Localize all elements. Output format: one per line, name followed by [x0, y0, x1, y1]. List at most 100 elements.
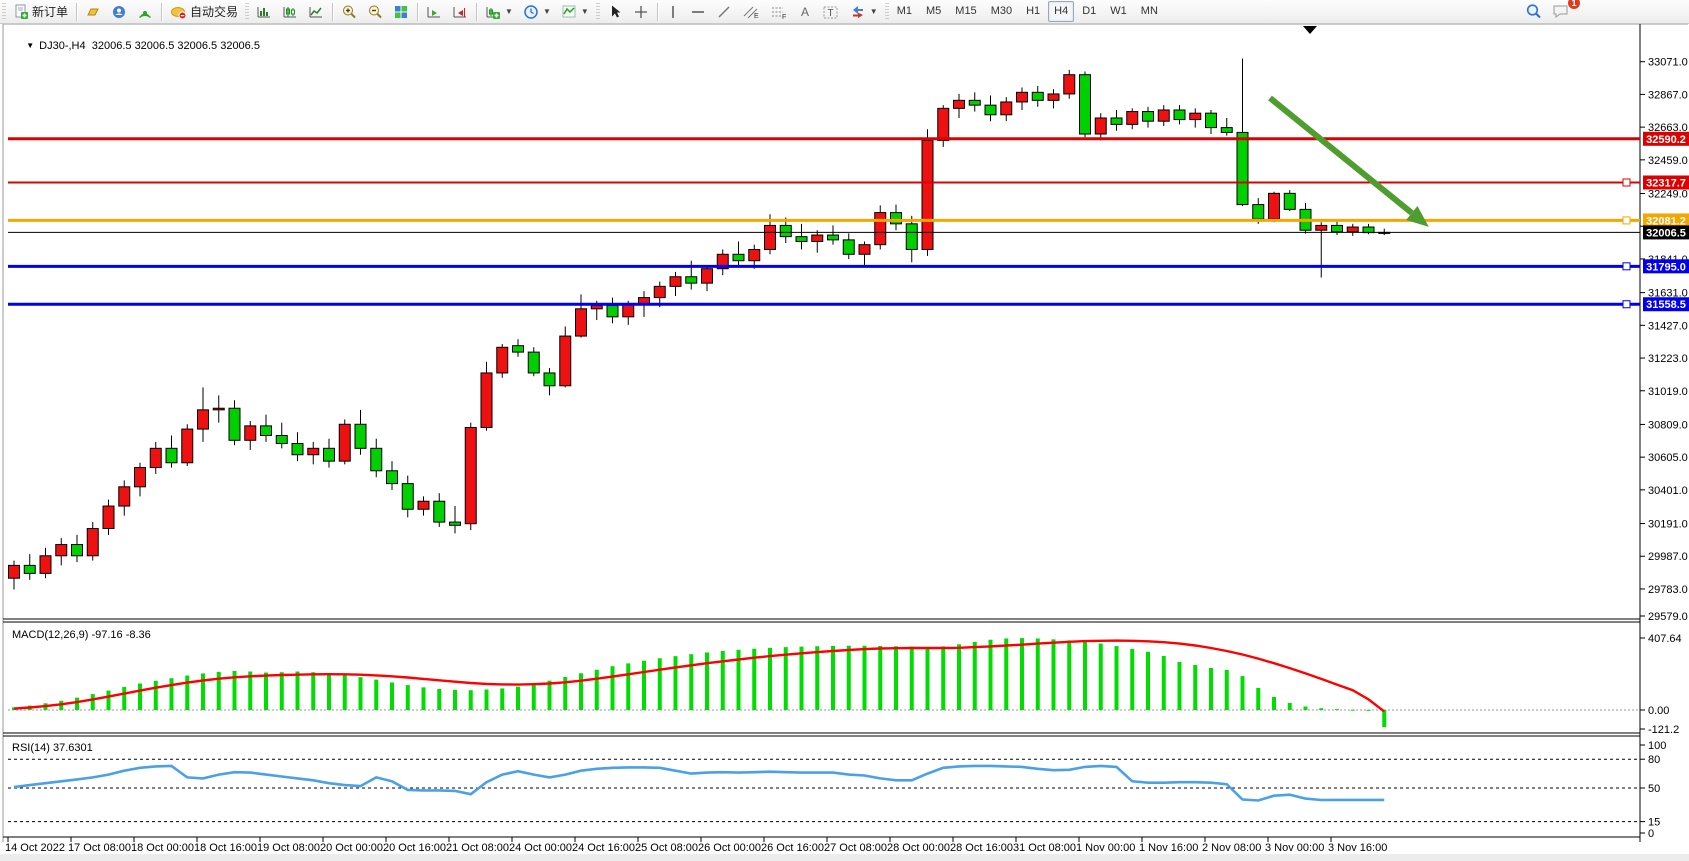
svg-text:21 Oct 08:00: 21 Oct 08:00	[446, 842, 509, 854]
horizontal-line-icon	[691, 10, 704, 13]
cursor-tool-button[interactable]	[602, 0, 628, 23]
timeframe-group: M1 M5 M15 M30 H1 H4 D1 W1 MN	[891, 1, 1164, 22]
candlestick-chart-icon	[283, 6, 297, 17]
fibonacci-tool-button[interactable]: F	[765, 0, 793, 23]
svg-text:26 Oct 00:00: 26 Oct 00:00	[698, 842, 761, 854]
macd-panel: 407.64 0.00 -121.2	[8, 633, 1682, 736]
timeframe-m5-button[interactable]: M5	[926, 5, 942, 17]
svg-text:T: T	[827, 8, 833, 19]
svg-text:407.64: 407.64	[1648, 633, 1682, 645]
search-button[interactable]	[1520, 0, 1547, 23]
svg-text:24 Oct 16:00: 24 Oct 16:00	[572, 842, 635, 854]
text-tool-button[interactable]: A	[793, 0, 817, 23]
timeframe-d1-button[interactable]: D1	[1082, 5, 1097, 17]
symbol-collapse-icon[interactable]: ▼	[26, 41, 35, 50]
separator	[76, 2, 78, 21]
channel-tool-button[interactable]: E	[737, 0, 765, 23]
separator	[332, 2, 334, 21]
svg-text:30809.0: 30809.0	[1648, 419, 1688, 431]
chart-shift-button[interactable]	[447, 0, 473, 23]
crosshair-icon	[634, 5, 647, 18]
svg-text:31223.0: 31223.0	[1648, 353, 1688, 365]
zoom-out-button[interactable]	[362, 0, 388, 23]
candlestick-series	[8, 58, 1391, 590]
fibonacci-icon: F	[771, 7, 786, 20]
trendline-tool-button[interactable]	[711, 0, 737, 23]
new-order-label: 新订单	[32, 5, 69, 19]
new-chart-button[interactable]: ▼	[480, 0, 518, 23]
community-button[interactable]	[106, 0, 132, 23]
line-chart-mode-button[interactable]	[303, 0, 329, 23]
arrows-icon	[852, 5, 863, 18]
new-order-button[interactable]: 新订单	[8, 0, 73, 23]
svg-text:32590.2: 32590.2	[1646, 134, 1686, 146]
bar-chart-mode-button[interactable]	[251, 0, 277, 23]
svg-text:32006.5: 32006.5	[1646, 227, 1686, 239]
svg-text:3 Nov 16:00: 3 Nov 16:00	[1328, 842, 1387, 854]
svg-text:18 Oct 16:00: 18 Oct 16:00	[194, 842, 257, 854]
svg-text:31795.0: 31795.0	[1646, 261, 1686, 273]
equidistant-channel-icon: E	[743, 6, 759, 20]
auto-scroll-button[interactable]	[421, 0, 447, 23]
macd-signal-line	[13, 639, 1385, 713]
candle-chart-mode-button[interactable]	[277, 0, 303, 23]
svg-text:100: 100	[1648, 740, 1666, 752]
time-axis: 14 Oct 2022 17 Oct 08:00 18 Oct 00:00 18 Oc…	[5, 837, 1387, 854]
arrows-tool-button[interactable]: ▼	[845, 0, 883, 23]
svg-text:26 Oct 16:00: 26 Oct 16:00	[761, 842, 824, 854]
tile-windows-button[interactable]	[388, 0, 414, 23]
svg-text:24 Oct 00:00: 24 Oct 00:00	[509, 842, 572, 854]
timeframe-mn-button[interactable]: MN	[1140, 5, 1158, 17]
svg-text:32459.0: 32459.0	[1648, 155, 1688, 167]
line-chart-icon	[309, 6, 323, 17]
timeframe-h4-button[interactable]: H4	[1048, 1, 1075, 22]
timeframe-m1-button[interactable]: M1	[896, 5, 912, 17]
svg-text:3 Nov 00:00: 3 Nov 00:00	[1265, 842, 1324, 854]
chart-title: ▼ DJ30-,H4 32006.5 32006.5 32006.5 32006.…	[14, 28, 260, 64]
svg-text:50: 50	[1648, 783, 1660, 795]
zoom-in-button[interactable]	[336, 0, 362, 23]
trend-arrow-annotation	[1268, 95, 1429, 227]
indicators-icon	[562, 5, 576, 17]
chart-shift-icon	[453, 6, 467, 17]
autotrading-icon	[171, 6, 187, 19]
notifications-button[interactable]: 1	[1547, 0, 1580, 23]
rsi-line	[13, 764, 1385, 802]
search-icon	[1526, 4, 1541, 19]
market-button[interactable]	[80, 0, 106, 23]
timeframe-m15-button[interactable]: M15	[955, 5, 977, 17]
chevron-down-icon: ▼	[542, 7, 551, 16]
indicators-button[interactable]: ▼	[556, 0, 594, 23]
svg-text:E: E	[754, 13, 759, 20]
timeframe-w1-button[interactable]: W1	[1110, 5, 1127, 17]
bar-chart-icon	[257, 6, 271, 17]
timeframe-h1-button[interactable]: H1	[1026, 5, 1041, 17]
svg-text:20 Oct 00:00: 20 Oct 00:00	[320, 842, 383, 854]
community-icon	[113, 5, 126, 18]
toolbar-grip	[884, 2, 889, 21]
svg-text:29783.0: 29783.0	[1648, 584, 1688, 596]
text-label-icon: T	[823, 6, 838, 19]
trendline-icon	[718, 5, 730, 18]
svg-text:33071.0: 33071.0	[1648, 57, 1688, 69]
horizontal-line-tool-button[interactable]	[685, 0, 711, 23]
text-label-tool-button[interactable]: T	[817, 0, 845, 23]
crosshair-tool-button[interactable]	[628, 0, 654, 23]
periods-button[interactable]: ▼	[518, 0, 556, 23]
autotrading-button[interactable]: 自动交易	[165, 0, 243, 23]
timeframe-m30-button[interactable]: M30	[990, 5, 1013, 17]
signals-icon	[139, 10, 151, 18]
svg-text:F: F	[782, 14, 786, 20]
rsi-indicator-label: RSI(14) 37.6301	[12, 742, 93, 754]
svg-text:27 Oct 08:00: 27 Oct 08:00	[824, 842, 887, 854]
notification-badge: 1	[1568, 0, 1580, 9]
svg-text:14 Oct 2022: 14 Oct 2022	[5, 842, 65, 854]
vertical-line-tool-button[interactable]	[661, 0, 685, 23]
svg-text:28 Oct 00:00: 28 Oct 00:00	[887, 842, 950, 854]
scroll-marker-icon	[1303, 26, 1317, 34]
svg-text:-121.2: -121.2	[1648, 724, 1679, 736]
svg-text:0: 0	[1648, 828, 1654, 840]
signals-button[interactable]	[132, 0, 158, 23]
